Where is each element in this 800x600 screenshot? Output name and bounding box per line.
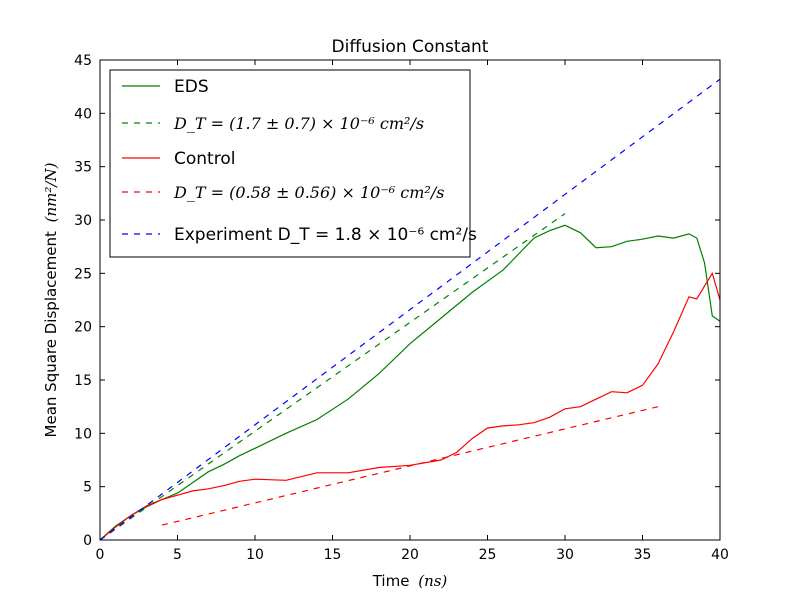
y-tick-label: 35 [74, 160, 92, 176]
series-line-1 [99, 213, 566, 541]
legend-box [109, 69, 471, 258]
legend-label-1: D_T = (1.7 ± 0.7) × 10⁻⁶ cm²/s [173, 114, 424, 133]
series-line-3 [161, 406, 659, 526]
x-tick-label: 20 [401, 547, 419, 563]
y-axis-label-unit: (nm²/N) [42, 162, 60, 222]
x-tick-label: 35 [634, 547, 652, 563]
legend-label-3: D_T = (0.58 ± 0.56) × 10⁻⁶ cm²/s [173, 183, 444, 202]
x-axis-label-unit: (ns) [418, 572, 447, 590]
series-line-4 [99, 78, 721, 541]
x-tick-label: 40 [711, 547, 729, 563]
chart-title: Diffusion Constant [332, 37, 489, 57]
y-axis-label-text: Mean Square Displacement [42, 231, 60, 437]
y-axis: 0 5 10 15 20 25 30 35 40 45 [74, 53, 720, 549]
y-tick-label: 5 [83, 480, 92, 496]
legend-label-2: Control [174, 149, 235, 169]
y-tick-label: 25 [74, 266, 92, 282]
legend: EDS D_T = (1.7 ± 0.7) × 10⁻⁶ cm²/s Control… [109, 69, 477, 258]
x-axis: 0 5 10 15 20 25 30 35 40 [96, 60, 729, 563]
y-tick-label: 15 [74, 373, 92, 389]
x-tick-label: 5 [173, 547, 182, 563]
series-line-0 [99, 224, 721, 541]
y-tick-label: 20 [74, 320, 92, 336]
x-tick-label: 15 [324, 547, 342, 563]
legend-label-4: Experiment D_T = 1.8 × 10⁻⁶ cm²/s [174, 225, 477, 245]
x-tick-label: 10 [246, 547, 264, 563]
x-axis-label: Time (ns) [372, 572, 448, 590]
y-tick-label: 0 [83, 533, 92, 549]
y-tick-label: 30 [74, 213, 92, 229]
plot-area [99, 78, 721, 541]
x-tick-label: 25 [479, 547, 497, 563]
legend-label-0: EDS [174, 77, 209, 97]
y-tick-label: 40 [74, 106, 92, 122]
x-tick-label: 30 [556, 547, 574, 563]
y-axis-label: Mean Square Displacement (nm²/N) [42, 162, 60, 437]
x-axis-label-text: Time [372, 572, 410, 590]
series-line-2 [99, 271, 721, 541]
x-tick-label: 0 [96, 547, 105, 563]
y-tick-label: 45 [74, 53, 92, 69]
y-tick-label: 10 [74, 426, 92, 442]
